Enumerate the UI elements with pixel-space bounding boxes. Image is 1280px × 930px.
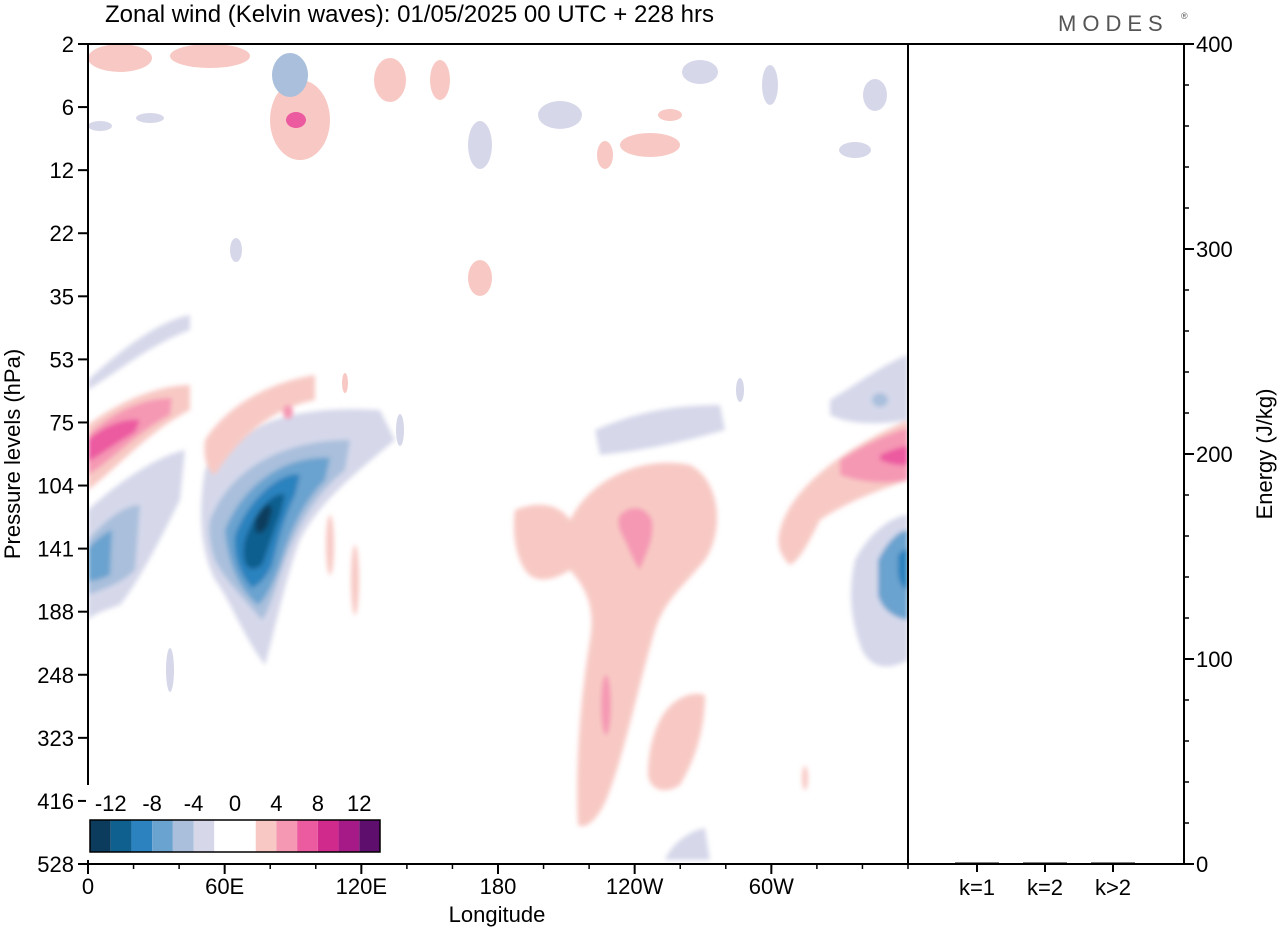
y-tick-label: 188: [37, 600, 74, 625]
negative-band-120w: [595, 405, 725, 860]
colorbar-swatch: [193, 820, 215, 852]
x-tick-label: 0: [82, 874, 94, 899]
colorbar-swatch: [172, 820, 194, 852]
x-tick-label: 60E: [205, 874, 244, 899]
positive-band-60e: [204, 375, 315, 475]
y-tick-label: 53: [50, 347, 74, 372]
wind-field: [88, 44, 908, 860]
colorbar-label: -8: [142, 791, 162, 816]
energy-tick-label: 400: [1196, 32, 1233, 57]
x-tick-label: 120W: [606, 874, 664, 899]
colorbar-swatch: [214, 820, 235, 852]
right-edge: [778, 355, 908, 667]
colorbar-swatch: [131, 820, 153, 852]
y-axis-label: Pressure levels (hPa): [0, 349, 25, 559]
y-tick-label: 104: [37, 474, 74, 499]
colorbar-swatch: [276, 820, 298, 852]
energy-axis-label: Energy (J/kg): [1252, 389, 1277, 520]
y-tick-label: 75: [50, 410, 74, 435]
x-tick-label: 120E: [336, 874, 387, 899]
energy-bars: k=1 k=2 k>2: [955, 862, 1135, 900]
energy-tick-label: 100: [1196, 647, 1233, 672]
colorbar-label: 8: [312, 791, 324, 816]
brand-logo: MODES: [1058, 11, 1169, 36]
pressure-axis: 2 6 12 22 35 53 75 104 141 188 248 323 416 528: [37, 32, 88, 877]
energy-axis: 0 100 200 300 400: [1184, 32, 1233, 877]
colorbar-swatch: [110, 820, 132, 852]
y-tick-label: 12: [50, 158, 74, 183]
brand-mark: ®: [1181, 11, 1188, 21]
colorbar-frame: [89, 819, 381, 853]
energy-bar: [1091, 862, 1135, 864]
misc-small: [166, 373, 744, 692]
colorbar-swatch: [317, 820, 339, 852]
y-tick-label: 35: [50, 284, 74, 309]
colorbar-swatch: [297, 820, 318, 852]
y-tick-label: 141: [37, 537, 74, 562]
y-tick-label: 22: [50, 221, 74, 246]
longitude-axis: 0 60E 120E 180 120W 60W: [82, 864, 909, 899]
colorbar-swatch: [235, 820, 256, 852]
left-bands: [88, 315, 190, 620]
colorbar-label: 4: [270, 791, 282, 816]
colorbar-swatch: [359, 820, 380, 852]
x-tick-label: 60W: [749, 874, 794, 899]
colorbar-label: -4: [184, 791, 204, 816]
colorbar-label: 12: [347, 791, 371, 816]
y-tick-label: 2: [62, 32, 74, 57]
upper-patches: [88, 44, 887, 296]
energy-bar: [955, 862, 999, 864]
x-tick-label: 180: [480, 874, 517, 899]
colorbar-swatch: [152, 820, 173, 852]
colorbar-swatch: [90, 820, 111, 852]
y-tick-label: 528: [37, 852, 74, 877]
y-tick-label: 248: [37, 663, 74, 688]
colorbar-label: 0: [229, 791, 241, 816]
energy-bar: [1023, 862, 1067, 864]
chart-title: Zonal wind (Kelvin waves): 01/05/2025 00…: [105, 1, 714, 28]
colorbar-swatch: [255, 820, 277, 852]
energy-category-label: k>2: [1095, 875, 1131, 900]
energy-tick-label: 200: [1196, 442, 1233, 467]
colorbar-swatch: [338, 820, 360, 852]
energy-tick-label: 300: [1196, 237, 1233, 262]
energy-tick-label: 0: [1196, 852, 1208, 877]
energy-category-label: k=2: [1027, 875, 1063, 900]
colorbar-label: -12: [95, 791, 127, 816]
energy-category-label: k=1: [959, 875, 995, 900]
x-axis-label: Longitude: [449, 902, 546, 927]
negative-core-60e: [201, 409, 395, 665]
y-tick-label: 6: [62, 95, 74, 120]
colorbar: -12 -8 -4 0 4 8 12: [86, 785, 384, 860]
y-tick-label: 416: [37, 789, 74, 814]
y-tick-label: 323: [37, 726, 74, 751]
positive-pacific: [326, 462, 808, 827]
